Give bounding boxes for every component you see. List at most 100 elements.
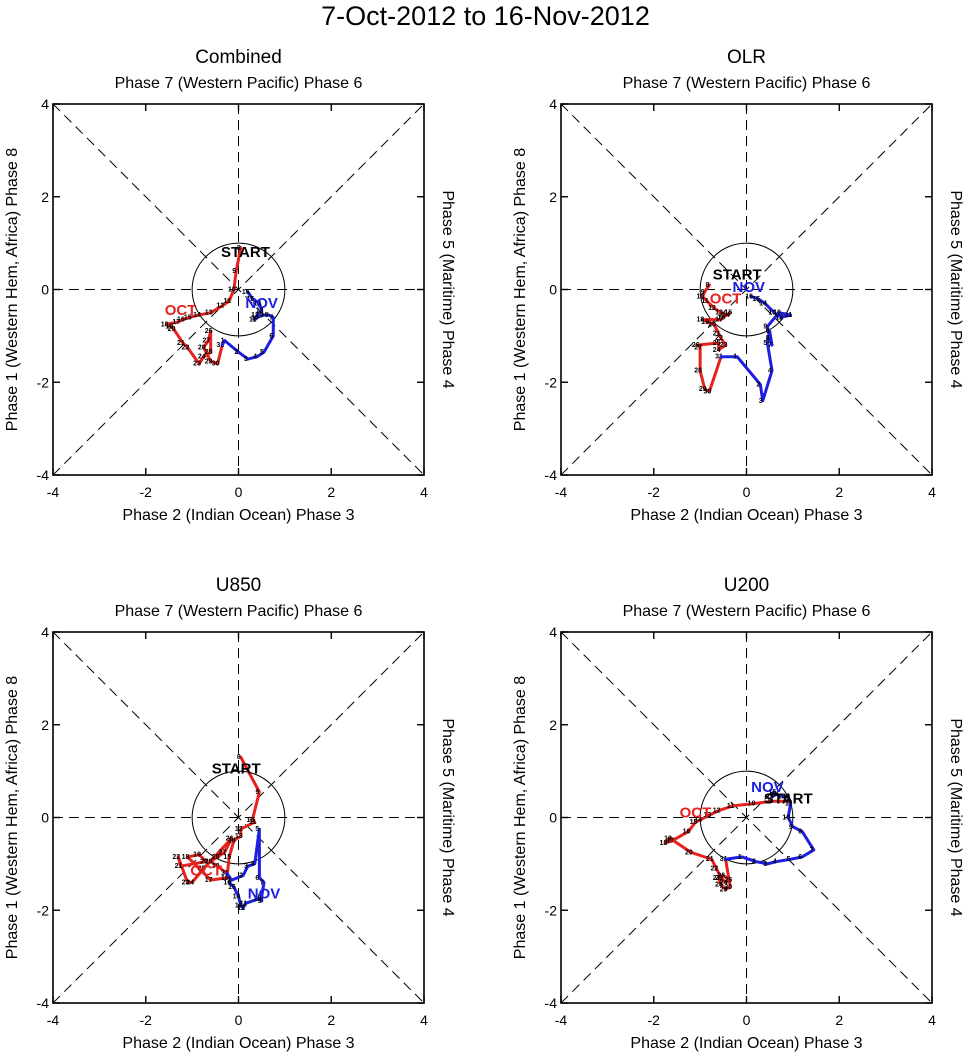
- y-tick-label: -2: [37, 374, 50, 390]
- day-label: 3: [244, 356, 248, 363]
- day-label: 21: [177, 340, 185, 347]
- start-label: START: [713, 266, 762, 283]
- day-label: 28: [694, 368, 702, 375]
- y-axis-label: Phase 1 (Western Hem, Africa) Phase 8: [4, 148, 21, 431]
- day-label: 12: [216, 303, 224, 310]
- day-label: 15: [766, 794, 774, 801]
- day-label: 11: [727, 803, 735, 810]
- x-tick-label: 2: [327, 1012, 335, 1028]
- day-label: 19: [193, 852, 201, 859]
- day-label: 30: [724, 884, 732, 891]
- x-tick-label: 0: [235, 484, 243, 500]
- panel-u200: U200 Phase 7 (Western Pacific) Phase 6 Pha…: [512, 575, 964, 1052]
- day-label: 16: [223, 879, 231, 886]
- day-label: 10: [782, 815, 790, 822]
- x-tick-label: 0: [743, 1012, 751, 1028]
- day-label: 20: [708, 321, 716, 328]
- day-label: 25: [713, 340, 721, 347]
- day-label: 7: [260, 879, 264, 886]
- oct-label: OCT: [710, 290, 742, 307]
- day-label: 18: [161, 321, 169, 328]
- top-phase-label: Phase 7 (Western Pacific) Phase 6: [623, 603, 871, 620]
- day-label: 11: [249, 317, 257, 324]
- day-label: 10: [697, 293, 705, 300]
- y-tick-label: 4: [41, 624, 49, 640]
- y-tick-label: -2: [37, 902, 50, 918]
- day-label: 11: [249, 819, 257, 826]
- x-tick-label: -2: [140, 1012, 153, 1028]
- day-label: 22: [172, 854, 180, 861]
- y-tick-label: -2: [545, 374, 558, 390]
- day-label: 11: [701, 298, 709, 305]
- day-label: 1: [221, 338, 225, 345]
- day-label: 7: [810, 847, 814, 854]
- series-line-november: [724, 790, 816, 866]
- day-label: 11: [240, 900, 248, 907]
- x-tick-label: -4: [555, 1012, 568, 1028]
- x-tick-label: -4: [555, 484, 568, 500]
- day-label: 2: [235, 349, 239, 356]
- right-phase-label: Phase 5 (Maritime) Phase 4: [439, 190, 456, 388]
- day-label: 31: [216, 342, 224, 349]
- day-label: 27: [694, 344, 702, 351]
- x-tick-label: 4: [420, 484, 428, 500]
- day-label: 15: [223, 854, 231, 861]
- day-label: 3: [759, 398, 763, 405]
- day-label: 31: [715, 354, 723, 361]
- day-label: 8: [237, 754, 241, 761]
- day-label: 9: [255, 789, 259, 796]
- day-label: 6: [798, 854, 802, 861]
- day-label: 9: [232, 268, 236, 275]
- day-label: 26: [692, 342, 700, 349]
- day-label: 5: [763, 340, 767, 347]
- y-tick-label: -4: [545, 995, 558, 1011]
- day-label: 10: [228, 287, 236, 294]
- day-label: 13: [256, 307, 264, 314]
- day-label: 28: [198, 344, 206, 351]
- unit-circle: [191, 770, 286, 865]
- x-tick-label: 0: [743, 484, 751, 500]
- day-label: 14: [253, 300, 261, 307]
- y-tick-label: 2: [549, 189, 557, 205]
- day-label: 4: [773, 859, 777, 866]
- day-label: 29: [720, 886, 728, 893]
- day-label: 9: [768, 798, 772, 805]
- day-label: 9: [701, 289, 705, 296]
- day-label: 24: [713, 347, 721, 354]
- oct-label: OCT: [165, 302, 197, 319]
- nov-label: NOV: [248, 886, 281, 903]
- day-label: 10: [748, 801, 756, 808]
- x-tick-label: 4: [928, 1012, 936, 1028]
- day-label: 6: [766, 328, 770, 335]
- y-tick-label: 0: [41, 282, 49, 298]
- day-label: 4: [253, 354, 257, 361]
- day-label: 18: [182, 854, 190, 861]
- day-label: 15: [228, 884, 236, 891]
- day-label: 14: [228, 838, 236, 845]
- day-label: 16: [242, 289, 250, 296]
- day-label: 13: [205, 310, 213, 317]
- day-label: 16: [768, 789, 776, 796]
- y-axis-label: Phase 1 (Western Hem, Africa) Phase 8: [512, 148, 529, 431]
- day-label: 14: [193, 312, 201, 319]
- x-tick-label: -2: [140, 484, 153, 500]
- start-label: START: [221, 244, 270, 261]
- day-label: 2: [239, 872, 243, 879]
- day-label: 21: [706, 856, 714, 863]
- day-label: 8: [766, 335, 770, 342]
- day-label: 23: [182, 879, 190, 886]
- day-label: 24: [198, 354, 206, 361]
- day-label: 28: [715, 882, 723, 889]
- x-tick-label: 2: [835, 1012, 843, 1028]
- day-label: 22: [710, 866, 718, 873]
- series-line-november: [719, 294, 793, 403]
- day-label: 1: [738, 854, 742, 861]
- day-label: 7: [768, 342, 772, 349]
- unit-circle: [699, 242, 794, 337]
- day-label: 17: [666, 838, 674, 845]
- panel-title: OLR: [727, 47, 766, 68]
- day-label: 3: [763, 861, 767, 868]
- series-line-november: [225, 827, 266, 910]
- day-label: 12: [775, 314, 783, 321]
- day-label: 11: [785, 312, 793, 319]
